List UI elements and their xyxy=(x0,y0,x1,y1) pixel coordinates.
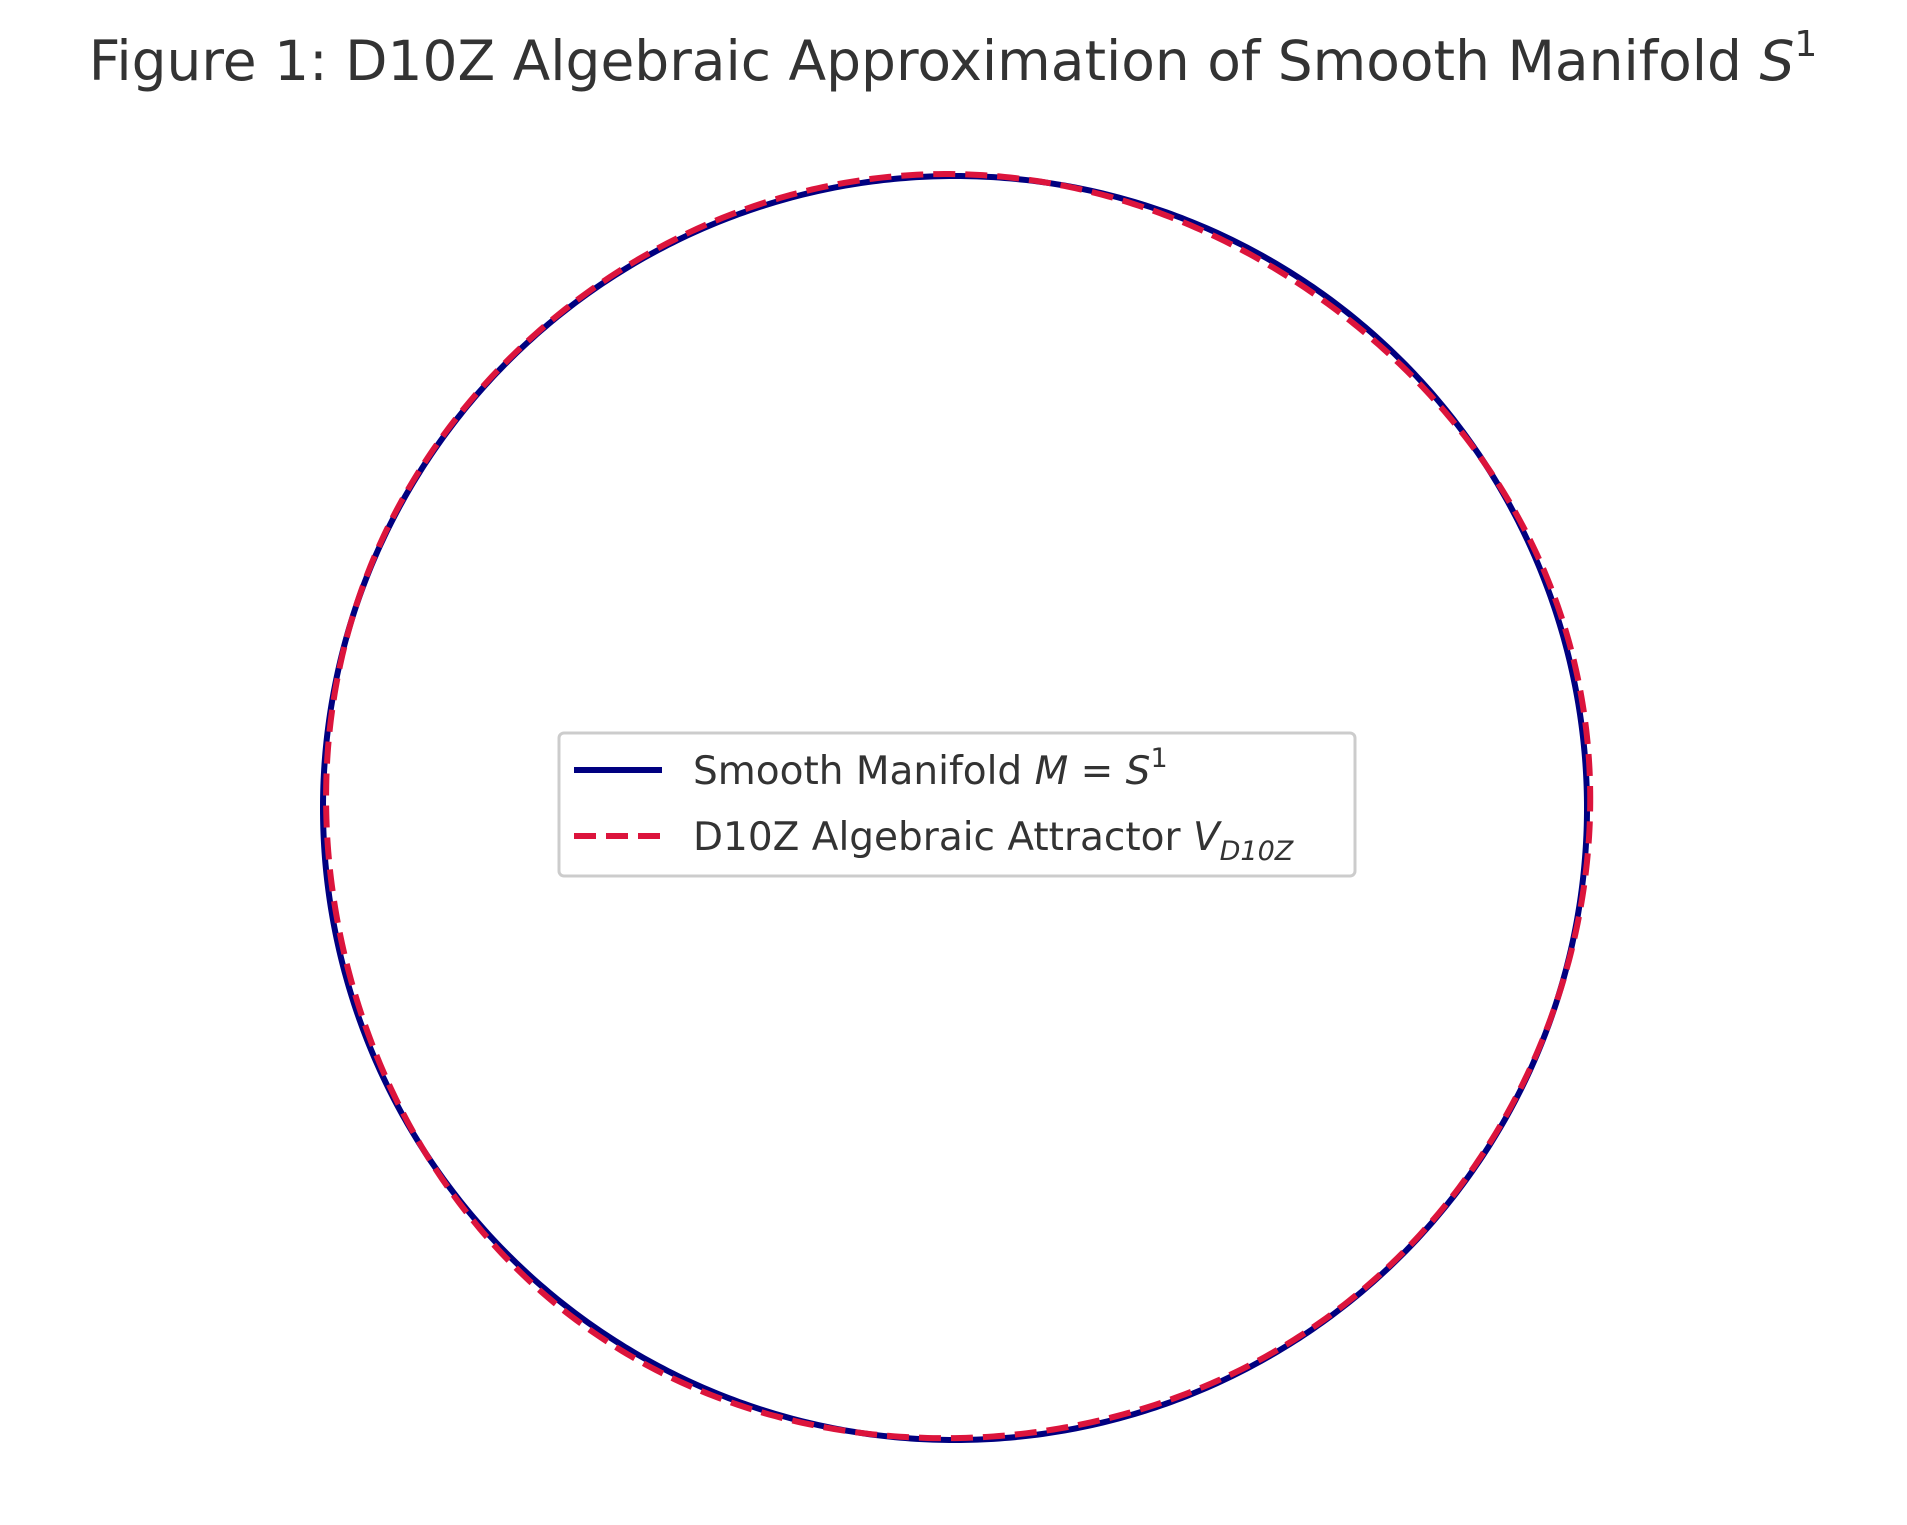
legend-label-attractor-text: D10Z Algebraic Attractor xyxy=(693,815,1193,860)
chart-title-text: Figure 1: D10Z Algebraic Approximation o… xyxy=(89,29,1760,93)
legend: Smooth Manifold M = S1 D10Z Algebraic At… xyxy=(557,731,1357,878)
legend-label-attractor-subscript: D10Z xyxy=(1220,836,1294,867)
legend-label-smooth-superscript: 1 xyxy=(1150,743,1167,774)
series-line-d10z-attractor xyxy=(323,171,1594,1442)
legend-label-d10z-attractor: D10Z Algebraic Attractor VD10Z xyxy=(693,815,1294,867)
chart-title-superscript: 1 xyxy=(1794,24,1817,65)
legend-label-attractor-math: V xyxy=(1193,815,1222,860)
chart-title-math: S xyxy=(1759,29,1794,93)
legend-label-smooth-math: M = S xyxy=(1035,749,1151,794)
legend-label-smooth-text: Smooth Manifold xyxy=(693,749,1035,794)
legend-label-smooth-manifold: Smooth Manifold M = S1 xyxy=(693,743,1168,794)
chart-title: Figure 1: D10Z Algebraic Approximation o… xyxy=(89,24,1818,93)
plot-area xyxy=(320,171,1594,1443)
legend-box xyxy=(557,731,1357,878)
